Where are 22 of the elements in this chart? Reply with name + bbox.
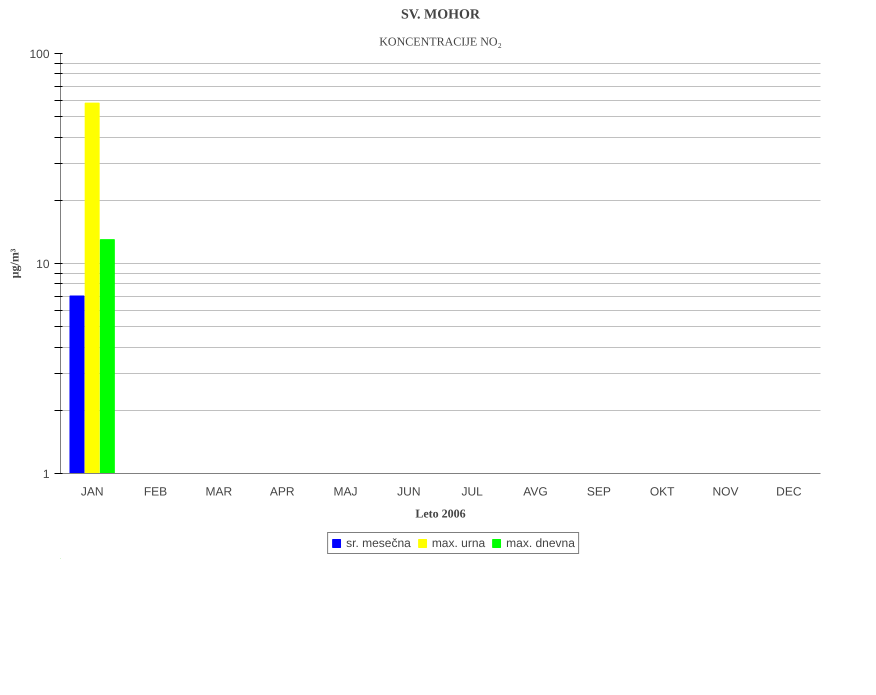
- chart-title: SV. MOHOR: [400, 8, 481, 22]
- x-tick-label: JUN: [397, 484, 421, 498]
- x-tick-label: MAJ: [334, 484, 358, 498]
- legend-label: sr. mesečna: [346, 536, 411, 550]
- x-tick-label: APR: [270, 484, 295, 498]
- y-tick-label: 10: [36, 257, 50, 271]
- legend-label: max. dnevna: [506, 536, 575, 550]
- x-tick-label: NOV: [712, 484, 739, 498]
- y-axis-title: µg/m³: [7, 248, 22, 278]
- x-tick-label: JUL: [461, 484, 484, 498]
- legend-label: max. urna: [432, 536, 486, 550]
- y-tick-label: 100: [29, 47, 50, 61]
- x-tick-label: FEB: [144, 484, 168, 498]
- x-tick-label: AVG: [523, 484, 548, 498]
- x-tick-label: DEC: [776, 484, 802, 498]
- x-axis-title: Leto 2006: [415, 506, 466, 520]
- x-tick-label: SEP: [586, 484, 611, 498]
- y-tick-label: 1: [42, 467, 50, 481]
- x-tick-label: JAN: [80, 484, 104, 498]
- x-tick-label: OKT: [650, 484, 676, 498]
- x-tick-label: MAR: [206, 484, 232, 498]
- chart-subtitle: KONCENTRACIJE NO₂: [379, 34, 502, 48]
